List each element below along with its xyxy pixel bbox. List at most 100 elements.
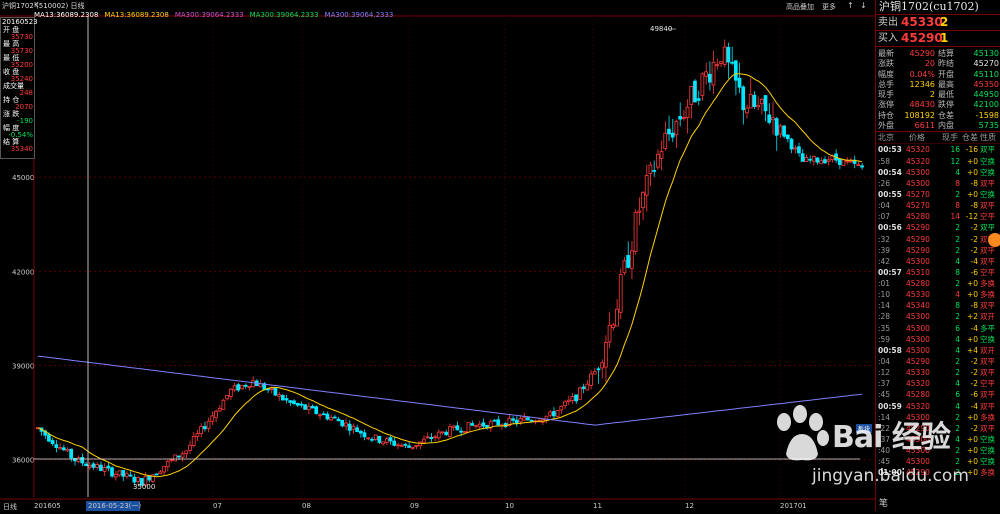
tick-row[interactable]: :01 45280 2 +0 多换 [876, 278, 1000, 289]
y-tick-label: 42000 [12, 268, 34, 276]
tick-row[interactable]: :04 45270 8 -8 双平 [876, 200, 1000, 211]
tick-row[interactable]: 00:59 45320 4 -4 双平 [876, 401, 1000, 412]
stat-label: 现手 [878, 90, 894, 100]
candle-body [696, 98, 701, 101]
tick-row[interactable]: :07 45280 14 -12 空平 [876, 211, 1000, 222]
candle-body [511, 418, 515, 421]
scroll-down-button[interactable]: ↓ [860, 1, 867, 10]
tick-row[interactable]: :32 45290 2 -2双平 [876, 234, 1000, 245]
candle-body [240, 384, 244, 390]
tick-price: 45290 [906, 423, 930, 433]
tick-oi-change: +0 [966, 457, 978, 467]
candle-body [715, 64, 720, 67]
tick-row[interactable]: 00:58 45300 4 +4 双开 [876, 345, 1000, 356]
stat-label: 涨停 [878, 100, 894, 110]
tick-row[interactable]: :39 45290 2 -2 双平 [876, 245, 1000, 256]
bottom-left-period[interactable]: 日线 [3, 503, 17, 511]
tick-row[interactable]: :10 45330 4 +0 多换 [876, 289, 1000, 300]
candle-body [295, 402, 300, 406]
tick-row[interactable]: :45 45280 6 -6 双平 [876, 389, 1000, 400]
tick-row[interactable]: 00:55 45270 2 +0 空换 [876, 189, 1000, 200]
candle-body [344, 422, 348, 427]
candle-body [722, 46, 727, 65]
stat-value: 42100 [973, 100, 999, 110]
candle-body [128, 474, 133, 477]
x-tick-label: 201605 [34, 502, 61, 510]
tick-price: 45290 [906, 245, 930, 255]
bottom-tab-ticks[interactable]: 笔 [879, 499, 889, 509]
tick-price: 45340 [906, 301, 930, 311]
tick-row[interactable]: :58 45320 12 +0 空换 [876, 156, 1000, 167]
candle-body [574, 394, 578, 402]
y-tick-label: 36000 [12, 457, 34, 465]
sell-price: 45330 [901, 15, 943, 29]
info-label: 开 盘 [3, 26, 20, 34]
candle-body [396, 444, 400, 447]
tick-row[interactable]: :28 45300 2 +2 双开 [876, 311, 1000, 322]
tick-row[interactable]: 00:56 45290 2 -2 双平 [876, 222, 1000, 233]
candle-body [730, 61, 734, 64]
stat-label: 仓差 [938, 110, 954, 120]
tick-row[interactable]: :22 45290 2 -2 双平 [876, 423, 1000, 434]
sell-row[interactable]: 卖出 45330 2 [876, 15, 1000, 30]
top-button-overlay[interactable]: 高品叠加 [786, 3, 814, 11]
kline-chart[interactable]: 36000 39000 42000 45000 201605 2016-05-23(一) 0… [0, 0, 875, 511]
info-rows: 开 盘 35730 最 高 35730 最 低 35200 收 盘 35240 成交量 248 持 … [1, 27, 34, 153]
tick-row[interactable]: 00:53 45320 16 -16 双平 [876, 144, 1000, 155]
info-label: 持 仓 [3, 96, 20, 104]
ma-legend-item: MA13:36089.2308 [104, 11, 169, 19]
tick-volume: 4 [955, 334, 960, 344]
tick-volume: 2 [955, 312, 960, 322]
tick-row[interactable]: :45 45300 2 +0 空换 [876, 456, 1000, 467]
tick-row[interactable]: :14 45340 8 -8 双平 [876, 300, 1000, 311]
candle-body [648, 164, 653, 174]
tick-price: 45300 [906, 256, 930, 266]
side-tag[interactable]: 板块 [856, 424, 873, 433]
tick-volume: 8 [955, 178, 960, 188]
candle-body [284, 398, 289, 401]
tick-list[interactable]: 00:53 45320 16 -16 双平:58 45320 12 +0 空换 00:54 4530… [876, 144, 1000, 478]
candle-body [518, 418, 523, 423]
top-button-more[interactable]: 更多 [822, 3, 836, 11]
buy-row[interactable]: 买入 45290 1 [876, 31, 1000, 46]
tick-row[interactable]: :37 45300 4 +0 空换 [876, 434, 1000, 445]
tick-row[interactable]: :14 45300 2 +0 多换 [876, 412, 1000, 423]
tick-row[interactable]: :35 45300 6 -4 多平 [876, 323, 1000, 334]
tick-oi-change: -12 [965, 212, 978, 222]
candle-body [165, 460, 170, 468]
scroll-up-button[interactable]: ↑ [847, 1, 854, 10]
divider [876, 46, 1000, 47]
candle-body [474, 424, 478, 427]
tick-price: 45280 [906, 390, 930, 400]
candle-body [410, 446, 415, 449]
candle-body [800, 153, 805, 162]
tick-time: :04 [878, 201, 891, 211]
candle-body [629, 250, 634, 269]
ma-legend-item: MA300:39064.2333 [249, 11, 319, 19]
candle-body [466, 422, 471, 433]
stat-row: 幅度 0.04% 开盘 45110 [876, 70, 1000, 80]
tick-row[interactable]: :12 45330 2 -2 双平 [876, 367, 1000, 378]
candle-body [433, 436, 437, 439]
tick-row[interactable]: 01:00 45290 2 +0 多换 [876, 467, 1000, 478]
tick-row[interactable]: :26 45300 8 -8 双平 [876, 178, 1000, 189]
floating-assist-button[interactable] [988, 233, 1000, 247]
tick-row[interactable]: 00:57 45310 8 -6 空平 [876, 267, 1000, 278]
tick-row[interactable]: 00:54 45300 4 +0 空换 [876, 167, 1000, 178]
tick-volume: 8 [955, 267, 960, 277]
tick-row[interactable]: :59 45300 4 +0 空换 [876, 334, 1000, 345]
candle-body [581, 386, 586, 390]
candle-body [117, 470, 122, 476]
candle-body [737, 77, 742, 88]
info-value: 35730 [10, 47, 33, 55]
stat-value: 6611 [914, 121, 935, 131]
y-tick-label: 39000 [12, 362, 34, 370]
candle-body [325, 413, 330, 420]
candle-body [407, 445, 411, 448]
tick-row[interactable]: :37 45320 4 -2 空平 [876, 378, 1000, 389]
tick-row[interactable]: :40 45300 2 +0 空换 [876, 445, 1000, 456]
tick-row[interactable]: :04 45290 2 -2 双平 [876, 356, 1000, 367]
kline-chart-area[interactable]: 36000 39000 42000 45000 201605 2016-05-23(一) 0… [0, 0, 875, 511]
tick-row[interactable]: :42 45300 4 -4 双平 [876, 256, 1000, 267]
tick-oi-change: -4 [970, 323, 978, 333]
